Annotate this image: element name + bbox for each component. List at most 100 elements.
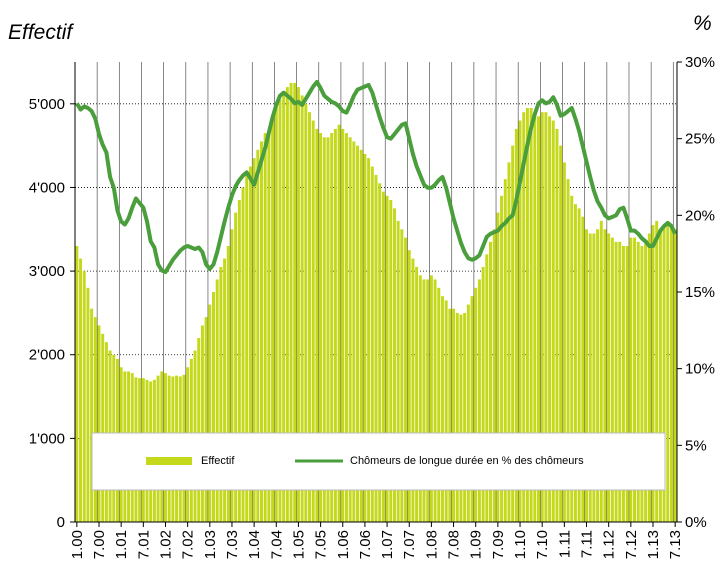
bar: [101, 333, 105, 522]
bar: [481, 266, 485, 522]
bar: [511, 145, 515, 523]
bar: [378, 183, 382, 523]
y-tick-label: 5'000: [29, 96, 65, 113]
x-tick-label: 7.12: [623, 530, 640, 559]
bar: [533, 112, 537, 522]
bar: [241, 187, 245, 523]
bar: [271, 120, 275, 522]
line: [75, 79, 677, 275]
bar: [640, 246, 644, 522]
x-tick-label: 1.12: [601, 530, 618, 559]
bar: [625, 246, 629, 522]
x-tick-label: 1.08: [423, 530, 440, 559]
bar: [274, 108, 278, 522]
bar: [455, 312, 459, 522]
x-tick-label: 1.11: [556, 530, 573, 558]
bar: [669, 225, 673, 522]
bar: [662, 225, 666, 522]
bar: [636, 241, 640, 522]
bar: [437, 287, 441, 522]
bar: [289, 82, 293, 522]
bar: [252, 158, 256, 522]
legend: Effectif Chômeurs de longue durée en % de…: [91, 432, 666, 491]
bar: [322, 137, 326, 523]
bar: [215, 279, 219, 522]
bar: [396, 220, 400, 522]
bar: [518, 120, 522, 522]
bar: [411, 258, 415, 522]
bar: [337, 124, 341, 523]
y-tick-label: 4'000: [29, 179, 65, 196]
x-tick-label: 7.13: [667, 530, 684, 559]
legend-label: Chômeurs de longue durée en % des chômeu…: [350, 455, 584, 467]
legend-swatch: [146, 457, 192, 465]
bar: [503, 179, 507, 522]
bar: [540, 112, 544, 522]
bar: [204, 317, 208, 522]
x-tick-label: 1.05: [290, 530, 307, 559]
bar: [658, 229, 662, 523]
bar: [245, 174, 249, 522]
bar: [596, 229, 600, 523]
bar: [219, 266, 223, 522]
bar: [470, 296, 474, 522]
lines: [75, 79, 677, 275]
bar: [260, 141, 263, 523]
bar: [333, 128, 337, 522]
bar: [651, 225, 655, 522]
bar: [477, 279, 481, 522]
bar: [82, 271, 86, 522]
bar: [441, 296, 444, 522]
bar: [407, 250, 411, 522]
bar: [315, 128, 319, 522]
bar: [507, 162, 511, 522]
bar: [389, 200, 393, 522]
bar: [581, 216, 585, 522]
bar: [278, 99, 282, 523]
bar: [570, 195, 574, 522]
y-tick-label: 2'000: [29, 347, 65, 364]
x-tick-label: 7.11: [579, 530, 596, 558]
bar: [448, 308, 452, 522]
y2-tick-label: 30%: [685, 54, 715, 71]
bar: [548, 116, 552, 522]
bar: [444, 300, 448, 522]
x-tick-label: 7.01: [135, 530, 152, 559]
bar: [104, 342, 108, 522]
bar: [588, 233, 592, 523]
bar: [673, 229, 677, 523]
bar: [392, 208, 396, 522]
bar: [529, 108, 533, 522]
bar: [344, 133, 348, 522]
y-tick-label: 3'000: [29, 263, 65, 280]
y2-tick-label: 10%: [685, 361, 715, 378]
bar: [97, 325, 101, 522]
bar: [223, 258, 227, 522]
y2-axis-title: %: [693, 12, 712, 35]
x-tick-label: 1.02: [157, 530, 174, 559]
bar: [459, 314, 463, 522]
bar: [433, 279, 437, 522]
bar: [341, 128, 345, 522]
bar: [644, 241, 648, 522]
x-tick-label: 7.03: [224, 530, 241, 559]
bar: [311, 120, 315, 522]
bar: [404, 237, 408, 523]
x-tick-label: 1.09: [468, 530, 485, 559]
x-tick-label: 7.05: [313, 530, 330, 559]
x-tick-label: 1.10: [512, 530, 529, 559]
bar: [633, 237, 637, 523]
bar: [492, 229, 496, 523]
bar: [319, 133, 323, 522]
bar: [555, 128, 559, 522]
bar: [363, 154, 367, 522]
bar: [282, 91, 286, 522]
bar: [429, 275, 433, 522]
bar: [592, 233, 596, 523]
x-tick-label: 7.00: [91, 530, 108, 559]
bar: [599, 220, 603, 522]
bar: [418, 275, 422, 522]
bar: [647, 233, 651, 523]
bar: [226, 246, 230, 522]
